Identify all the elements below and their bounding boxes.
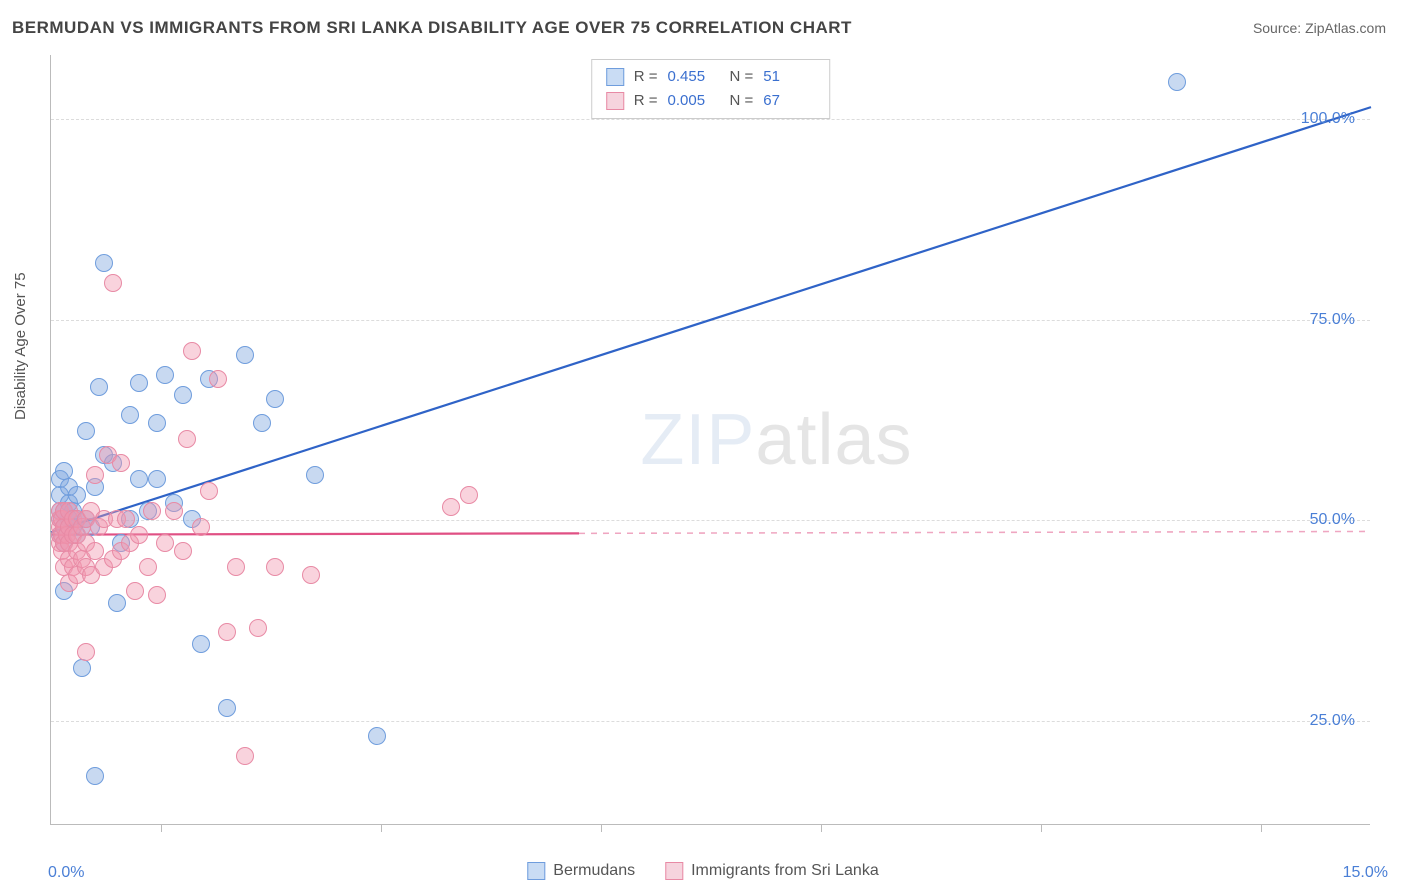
swatch-srilanka: [606, 92, 624, 110]
x-max-label: 15.0%: [1343, 864, 1388, 882]
x-tick: [821, 824, 822, 832]
series-legend: Bermudans Immigrants from Sri Lanka: [527, 862, 878, 880]
trendline-dashed-srilanka: [579, 531, 1371, 533]
y-axis-label: Disability Age Over 75: [12, 272, 29, 420]
scatter-point-srilanka: [227, 558, 245, 576]
scatter-point-bermudans: [130, 470, 148, 488]
watermark: ZIPatlas: [640, 399, 912, 481]
gridline-h: [51, 520, 1370, 521]
scatter-point-srilanka: [178, 430, 196, 448]
x-tick: [1041, 824, 1042, 832]
scatter-point-srilanka: [442, 498, 460, 516]
scatter-point-srilanka: [209, 370, 227, 388]
scatter-point-bermudans: [68, 486, 86, 504]
x-tick: [601, 824, 602, 832]
n-value-srilanka: 67: [763, 89, 815, 113]
scatter-point-srilanka: [236, 747, 254, 765]
trendlines-svg: [51, 55, 1370, 824]
n-value-bermudans: 51: [763, 65, 815, 89]
scatter-point-bermudans: [95, 254, 113, 272]
scatter-point-bermudans: [108, 594, 126, 612]
r-label: R =: [634, 65, 658, 89]
scatter-point-srilanka: [460, 486, 478, 504]
correlation-stats-legend: R = 0.455 N = 51 R = 0.005 N = 67: [591, 59, 831, 119]
scatter-point-srilanka: [130, 526, 148, 544]
scatter-point-bermudans: [73, 659, 91, 677]
gridline-h: [51, 320, 1370, 321]
scatter-point-srilanka: [266, 558, 284, 576]
scatter-point-srilanka: [200, 482, 218, 500]
gridline-h: [51, 721, 1370, 722]
stats-row-srilanka: R = 0.005 N = 67: [606, 89, 816, 113]
r-value-bermudans: 0.455: [668, 65, 720, 89]
x-tick: [1261, 824, 1262, 832]
scatter-point-bermudans: [156, 366, 174, 384]
stats-row-bermudans: R = 0.455 N = 51: [606, 65, 816, 89]
legend-swatch-bermudans: [527, 862, 545, 880]
scatter-point-srilanka: [104, 274, 122, 292]
scatter-point-bermudans: [368, 727, 386, 745]
n-label: N =: [730, 89, 754, 113]
r-value-srilanka: 0.005: [668, 89, 720, 113]
x-tick: [381, 824, 382, 832]
x-tick: [161, 824, 162, 832]
scatter-point-srilanka: [302, 566, 320, 584]
scatter-point-bermudans: [77, 422, 95, 440]
scatter-point-srilanka: [139, 558, 157, 576]
scatter-point-bermudans: [218, 699, 236, 717]
scatter-point-bermudans: [253, 414, 271, 432]
scatter-point-srilanka: [156, 534, 174, 552]
scatter-point-srilanka: [117, 510, 135, 528]
scatter-point-bermudans: [192, 635, 210, 653]
scatter-point-srilanka: [126, 582, 144, 600]
scatter-point-bermudans: [148, 470, 166, 488]
scatter-point-bermudans: [236, 346, 254, 364]
scatter-point-bermudans: [90, 378, 108, 396]
watermark-light: atlas: [755, 400, 912, 480]
n-label: N =: [730, 65, 754, 89]
y-tick-label: 25.0%: [1310, 712, 1355, 730]
scatter-point-bermudans: [86, 767, 104, 785]
scatter-point-srilanka: [249, 619, 267, 637]
scatter-point-srilanka: [143, 502, 161, 520]
scatter-point-srilanka: [165, 502, 183, 520]
legend-item-bermudans: Bermudans: [527, 862, 635, 880]
scatter-point-bermudans: [174, 386, 192, 404]
scatter-point-bermudans: [266, 390, 284, 408]
scatter-point-srilanka: [183, 342, 201, 360]
scatter-point-srilanka: [77, 643, 95, 661]
scatter-point-bermudans: [1168, 73, 1186, 91]
watermark-bold: ZIP: [640, 400, 755, 480]
scatter-point-srilanka: [148, 586, 166, 604]
scatter-point-srilanka: [112, 454, 130, 472]
scatter-point-bermudans: [306, 466, 324, 484]
scatter-point-bermudans: [121, 406, 139, 424]
plot-area: ZIPatlas R = 0.455 N = 51 R = 0.005 N = …: [50, 55, 1370, 825]
scatter-point-srilanka: [218, 623, 236, 641]
scatter-point-srilanka: [192, 518, 210, 536]
legend-label-bermudans: Bermudans: [553, 862, 635, 880]
y-tick-label: 100.0%: [1301, 110, 1355, 128]
chart-title: BERMUDAN VS IMMIGRANTS FROM SRI LANKA DI…: [12, 18, 852, 38]
source-attribution: Source: ZipAtlas.com: [1253, 20, 1386, 36]
r-label: R =: [634, 89, 658, 113]
scatter-point-srilanka: [174, 542, 192, 560]
scatter-point-srilanka: [86, 466, 104, 484]
gridline-h: [51, 119, 1370, 120]
scatter-point-bermudans: [130, 374, 148, 392]
y-tick-label: 50.0%: [1310, 511, 1355, 529]
legend-swatch-srilanka: [665, 862, 683, 880]
scatter-point-bermudans: [148, 414, 166, 432]
y-tick-label: 75.0%: [1310, 311, 1355, 329]
legend-item-srilanka: Immigrants from Sri Lanka: [665, 862, 879, 880]
legend-label-srilanka: Immigrants from Sri Lanka: [691, 862, 879, 880]
x-min-label: 0.0%: [48, 864, 84, 882]
swatch-bermudans: [606, 68, 624, 86]
